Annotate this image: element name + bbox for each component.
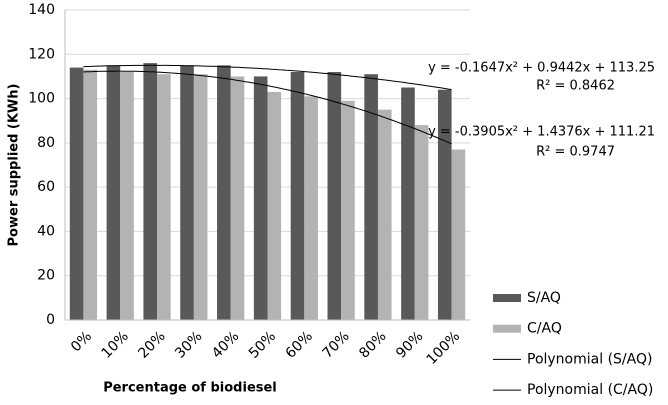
y-axis-title: Power supplied (KWh)	[7, 84, 22, 247]
x-tick-label: 40%	[209, 328, 242, 361]
y-tick-label: 60	[37, 179, 55, 195]
bar	[414, 125, 429, 321]
trend-equation: y = -0.3905x² + 1.4376x + 111.21	[428, 125, 655, 140]
bar	[217, 65, 231, 320]
y-tick-label: 0	[46, 312, 55, 328]
bar	[106, 65, 121, 320]
y-tick-label: 120	[28, 46, 55, 62]
legend-label: Polynomial (C/AQ)	[527, 382, 653, 398]
y-tick-label: 80	[37, 135, 55, 151]
bar	[157, 74, 171, 320]
bar	[253, 76, 268, 320]
trend-r2: R² = 0.8462	[536, 79, 615, 94]
y-tick-label: 40	[37, 223, 55, 239]
bar	[143, 63, 158, 321]
x-tick-label: 90%	[393, 328, 426, 361]
x-tick-label: 20%	[135, 328, 168, 361]
bar	[341, 100, 355, 321]
legend-swatch	[493, 324, 521, 333]
bar	[180, 65, 194, 320]
trend-equation: y = -0.1647x² + 0.9442x + 113.25	[428, 61, 655, 76]
x-tick-label: 100%	[424, 328, 464, 368]
bar	[451, 149, 466, 320]
bar	[193, 74, 208, 320]
x-tick-label: 70%	[319, 328, 352, 361]
bar	[290, 72, 305, 320]
legend-label: Polynomial (S/AQ)	[527, 351, 652, 367]
x-tick-label: 60%	[283, 328, 316, 361]
trend-r2: R² = 0.9747	[536, 145, 615, 160]
x-tick-label: 0%	[68, 328, 95, 355]
bar	[230, 76, 245, 320]
bar	[401, 87, 415, 320]
bar	[83, 69, 98, 321]
x-tick-label: 30%	[172, 328, 205, 361]
x-tick-label: 50%	[246, 328, 279, 361]
bar	[69, 67, 84, 320]
x-tick-label: 80%	[356, 328, 389, 361]
x-tick-label: 10%	[99, 328, 132, 361]
trendline	[83, 64, 452, 91]
x-axis-title: Percentage of biodiesel	[103, 381, 277, 396]
bar	[364, 74, 378, 320]
trendline	[83, 70, 452, 145]
bar	[120, 72, 134, 320]
bar	[304, 96, 318, 320]
legend-label: C/AQ	[527, 321, 562, 337]
y-tick-label: 140	[28, 2, 55, 18]
bar	[377, 109, 392, 321]
y-tick-label: 20	[37, 268, 55, 284]
legend-label: S/AQ	[527, 290, 561, 306]
legend-swatch	[493, 294, 521, 302]
bar	[267, 91, 282, 320]
y-tick-label: 100	[28, 91, 55, 107]
bar	[437, 89, 452, 320]
bar	[327, 72, 342, 320]
